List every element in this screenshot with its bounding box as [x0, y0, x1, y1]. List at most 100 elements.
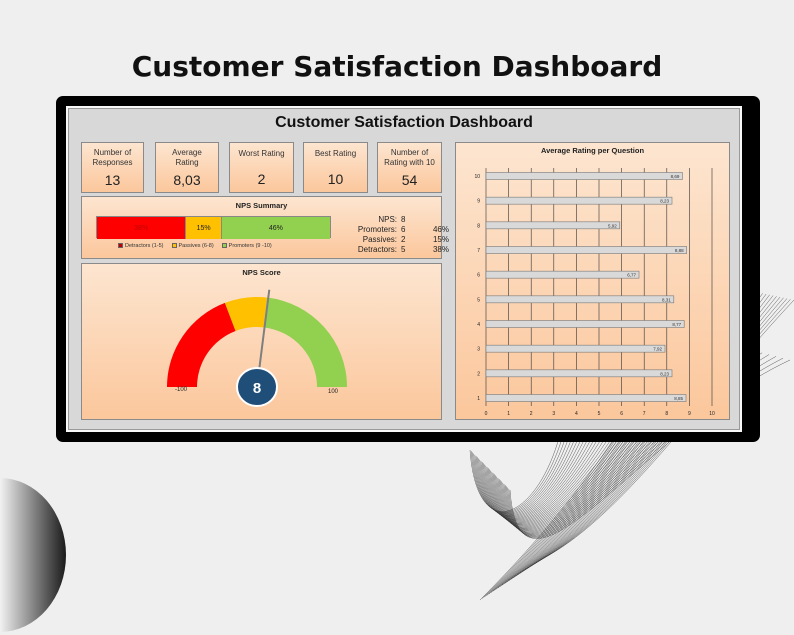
bar [485, 344, 666, 353]
kpi-label: Best Rating [314, 149, 357, 158]
stat-value: 2 [401, 235, 406, 244]
stat-row: Passives: 2 15% [347, 235, 449, 245]
gauge-passive-arc [224, 297, 267, 331]
gauge-promoter-arc [263, 297, 347, 387]
nps-stacked-bar: 38% 15% 46% [96, 216, 331, 239]
detractors-segment: 38% [97, 217, 187, 239]
legend-item: Passives (6-8) [171, 243, 214, 249]
x-tick-label: 9 [688, 411, 691, 417]
y-tick-label: 3 [477, 347, 480, 353]
x-tick-label: 8 [665, 411, 668, 417]
y-tick-label: 4 [477, 322, 480, 328]
legend-item: Promoters (9 -10) [221, 243, 272, 249]
segment-label: 38% [134, 224, 149, 232]
x-tick-label: 5 [598, 411, 601, 417]
rating-chart-panel: Average Rating per Question 0 1 2 3 4 5 6 7 8 9 10… [455, 142, 730, 420]
kpi-card-responses: Number of Responses 13 [81, 142, 144, 193]
gauge-score-value: 8 [253, 380, 261, 397]
gauge-detractor-arc [167, 302, 236, 387]
segment-label: 46% [268, 224, 283, 232]
kpi-label: Number of Responses [92, 148, 133, 167]
stat-label: Detractors: [357, 245, 397, 254]
data-label: 8,23 [660, 199, 669, 204]
data-label: 5,92 [608, 223, 617, 228]
legend-swatch [221, 243, 227, 249]
data-label: 8,31 [662, 297, 671, 302]
wave-mesh-lines [469, 279, 794, 601]
data-label: 8,69 [671, 174, 680, 179]
y-tick-label: 10 [474, 174, 480, 180]
data-label: 8,88 [675, 248, 684, 253]
kpi-card-worst-rating: Worst Rating 2 [229, 142, 294, 193]
stat-percent: 38% [432, 245, 449, 254]
bar [485, 369, 673, 378]
data-label: 8,77 [672, 322, 681, 327]
x-tick-label: 6 [620, 411, 623, 417]
legend-label: Passives (6-8) [178, 243, 214, 249]
bar [485, 172, 683, 180]
gauge-max-label: 100 [328, 389, 339, 395]
y-tick-label: 6 [477, 273, 480, 279]
gauge-score-badge [236, 367, 278, 407]
kpi-card-best-rating: Best Rating 10 [303, 142, 368, 193]
nps-summary-title: NPS Summary [235, 201, 288, 210]
x-tick-label: 7 [643, 411, 646, 417]
nps-legend: Detractors (1-5) Passives (6-8) Promoter… [118, 243, 272, 249]
stat-percent: 46% [432, 225, 449, 234]
x-tick-label: 2 [530, 411, 533, 417]
nps-gauge: 8 [167, 289, 347, 407]
kpi-value: 2 [257, 171, 266, 187]
page-title: Customer Satisfaction Dashboard [131, 50, 663, 83]
kpi-value: 54 [401, 172, 418, 188]
nps-score-title: NPS Score [242, 268, 281, 277]
bar [485, 196, 673, 205]
data-label: 7,92 [653, 347, 662, 352]
promoters-segment: 46% [221, 217, 330, 239]
gauge-min-label: -100 [175, 387, 188, 393]
x-tick-label: 10 [709, 411, 715, 417]
bar [485, 270, 640, 279]
bar [485, 320, 685, 328]
stat-label: Promoters: [357, 225, 397, 234]
stat-percent [419, 215, 449, 225]
average-rating-bar-chart: 0 1 2 3 4 5 6 7 8 9 10 1 8,85 2 8,23 3 7,92 4 8,77 5 8,31 6 6,… [474, 168, 715, 417]
kpi-label: Worst Rating [238, 149, 285, 158]
segment-label: 15% [196, 224, 211, 232]
kpi-value: 10 [327, 171, 344, 187]
decorative-half-circle [0, 478, 66, 632]
kpi-card-average-rating: Average Rating 8,03 [155, 142, 219, 193]
legend-swatch [171, 243, 177, 249]
legend-label: Promoters (9 -10) [228, 243, 272, 249]
stat-value: 5 [401, 245, 406, 254]
legend-swatch [118, 243, 123, 249]
kpi-value: 13 [104, 172, 121, 188]
bar [485, 246, 687, 254]
stat-row: Detractors: 5 38% [347, 245, 449, 255]
y-tick-label: 2 [477, 371, 480, 377]
passives-segment: 15% [186, 217, 222, 239]
data-label: 8,85 [674, 396, 683, 401]
y-tick-label: 1 [477, 396, 480, 402]
nps-score-panel: NPS Score 8 -100 100 [81, 263, 442, 420]
y-tick-label: 9 [477, 199, 480, 205]
stat-value: 6 [401, 225, 406, 234]
data-label: 8,23 [660, 371, 669, 376]
legend-label: Detractors (1-5) [125, 243, 164, 249]
y-tick-label: 7 [477, 248, 480, 254]
nps-summary-panel: NPS Summary 38% 15% 46% Detractors (1-5)… [81, 196, 449, 259]
dashboard-title: Customer Satisfaction Dashboard [275, 114, 533, 131]
y-tick-label: 5 [477, 297, 480, 303]
x-tick-label: 3 [552, 411, 555, 417]
stat-label: NPS: [378, 215, 397, 224]
stat-row: Promoters: 6 46% [347, 225, 449, 235]
chart-title: Average Rating per Question [540, 146, 645, 155]
data-label: 6,77 [627, 273, 636, 278]
kpi-card-rating-10: Number of Rating with 10 54 [377, 142, 442, 193]
kpi-label: Average Rating [172, 148, 202, 167]
bar [485, 394, 687, 402]
stat-percent: 15% [432, 235, 449, 244]
nps-stats: NPS: 8 Promoters: 6 46% Passives: 2 15% Detra… [347, 215, 449, 255]
y-tick-label: 8 [477, 223, 480, 229]
stat-value: 8 [401, 215, 406, 224]
